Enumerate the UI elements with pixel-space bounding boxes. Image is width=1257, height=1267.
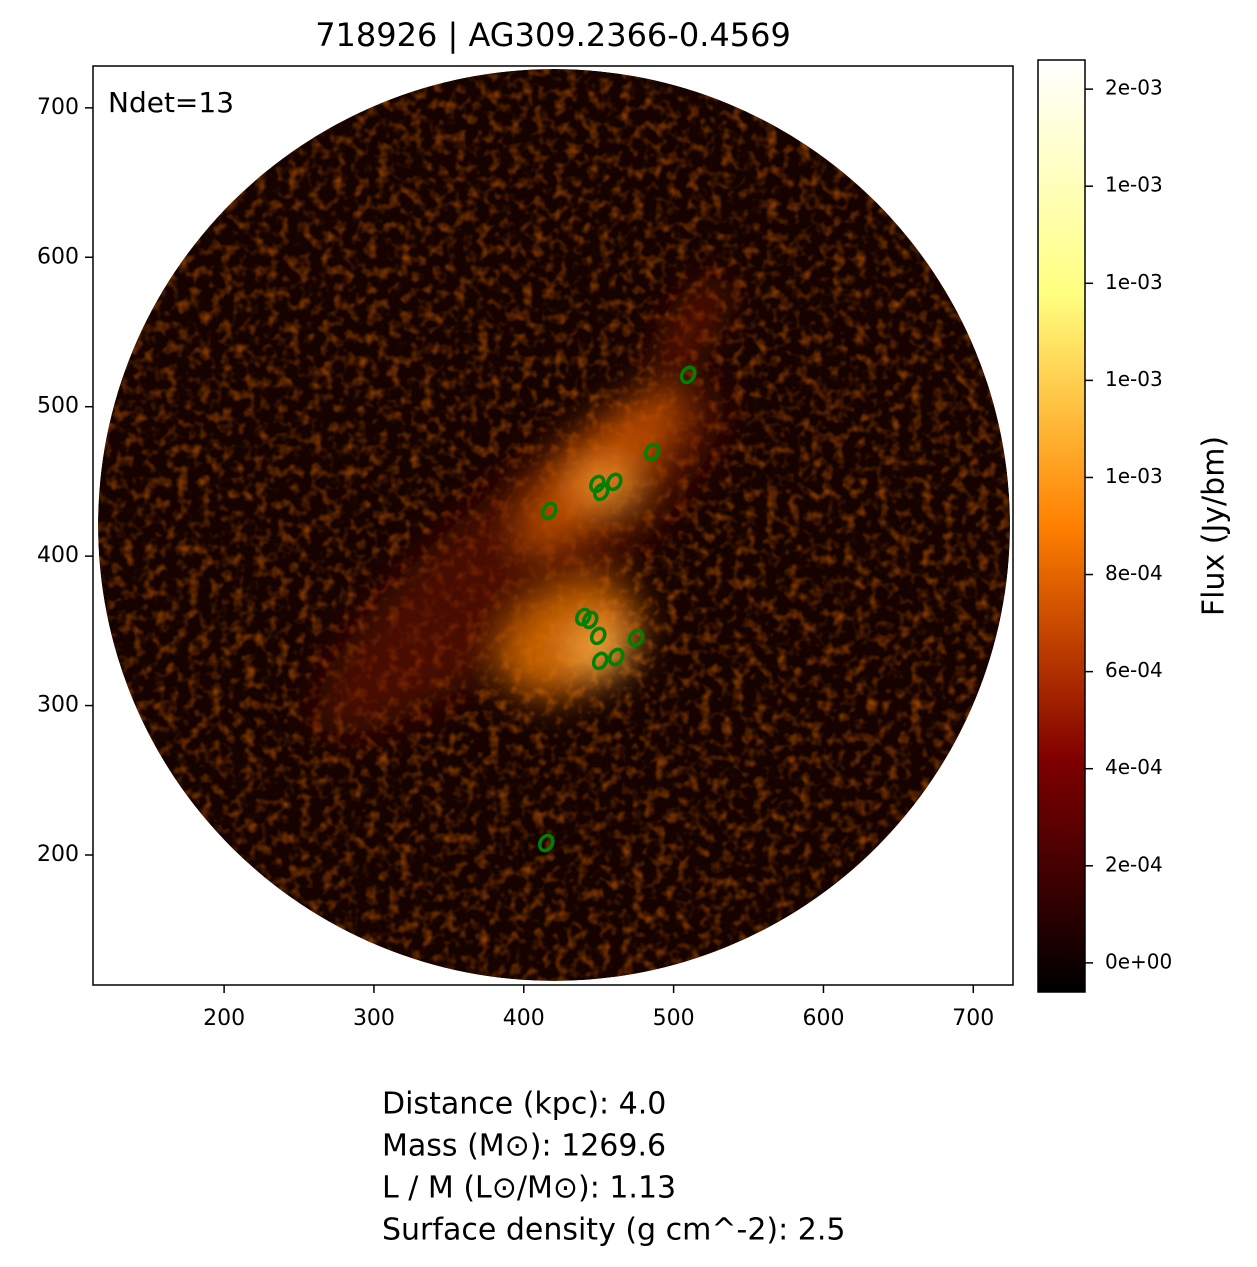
detection [605,472,623,492]
detection [589,626,607,646]
x-tick-label: 400 [503,1006,545,1031]
info-line: L / M (L⊙/M⊙): 1.13 [382,1171,676,1206]
info-line: Mass (M⊙): 1269.6 [382,1129,666,1164]
y-tick-label: 200 [37,842,79,867]
x-tick-label: 600 [802,1006,844,1031]
colorbar-tick-label: 2e-04 [1105,852,1163,876]
colorbar-tick-label: 6e-04 [1105,658,1163,682]
detection [592,482,610,502]
y-tick-label: 700 [37,95,79,120]
detection [591,651,609,671]
colorbar-label: Flux (Jy/bm) [1197,436,1232,616]
x-tick-label: 300 [353,1006,395,1031]
y-tick-label: 500 [37,394,79,419]
colorbar-tick-label: 1e-03 [1105,367,1163,391]
ndet-annotation: Ndet=13 [108,86,234,119]
detection [537,833,555,853]
info-line: Distance (kpc): 4.0 [382,1087,666,1122]
colorbar-tick-label: 1e-03 [1105,464,1163,488]
x-tick-label: 500 [653,1006,695,1031]
colorbar-tick-label: 4e-04 [1105,755,1163,779]
y-tick-label: 300 [37,693,79,718]
detection [679,365,697,385]
detection [581,610,599,630]
x-tick-label: 200 [203,1006,245,1031]
detection [607,647,625,667]
info-line: Surface density (g cm^-2): 2.5 [382,1213,845,1248]
detection [627,628,645,648]
plot-frame [92,65,1014,986]
y-tick-label: 400 [37,543,79,568]
colorbar-tick-label: 2e-03 [1105,76,1163,100]
colorbar-tick-label: 1e-03 [1105,270,1163,294]
detection [574,607,592,627]
y-tick-label: 600 [37,244,79,269]
colorbar [1037,59,1086,993]
colorbar-tick-label: 1e-03 [1105,173,1163,197]
x-tick-label: 700 [952,1006,994,1031]
detection [643,442,661,462]
detection [540,501,558,521]
colorbar-tick-label: 8e-04 [1105,561,1163,585]
colorbar-tick-label: 0e+00 [1105,949,1172,973]
chart-title: 718926 | AG309.2366-0.4569 [315,16,791,54]
flux-map [98,69,1010,981]
